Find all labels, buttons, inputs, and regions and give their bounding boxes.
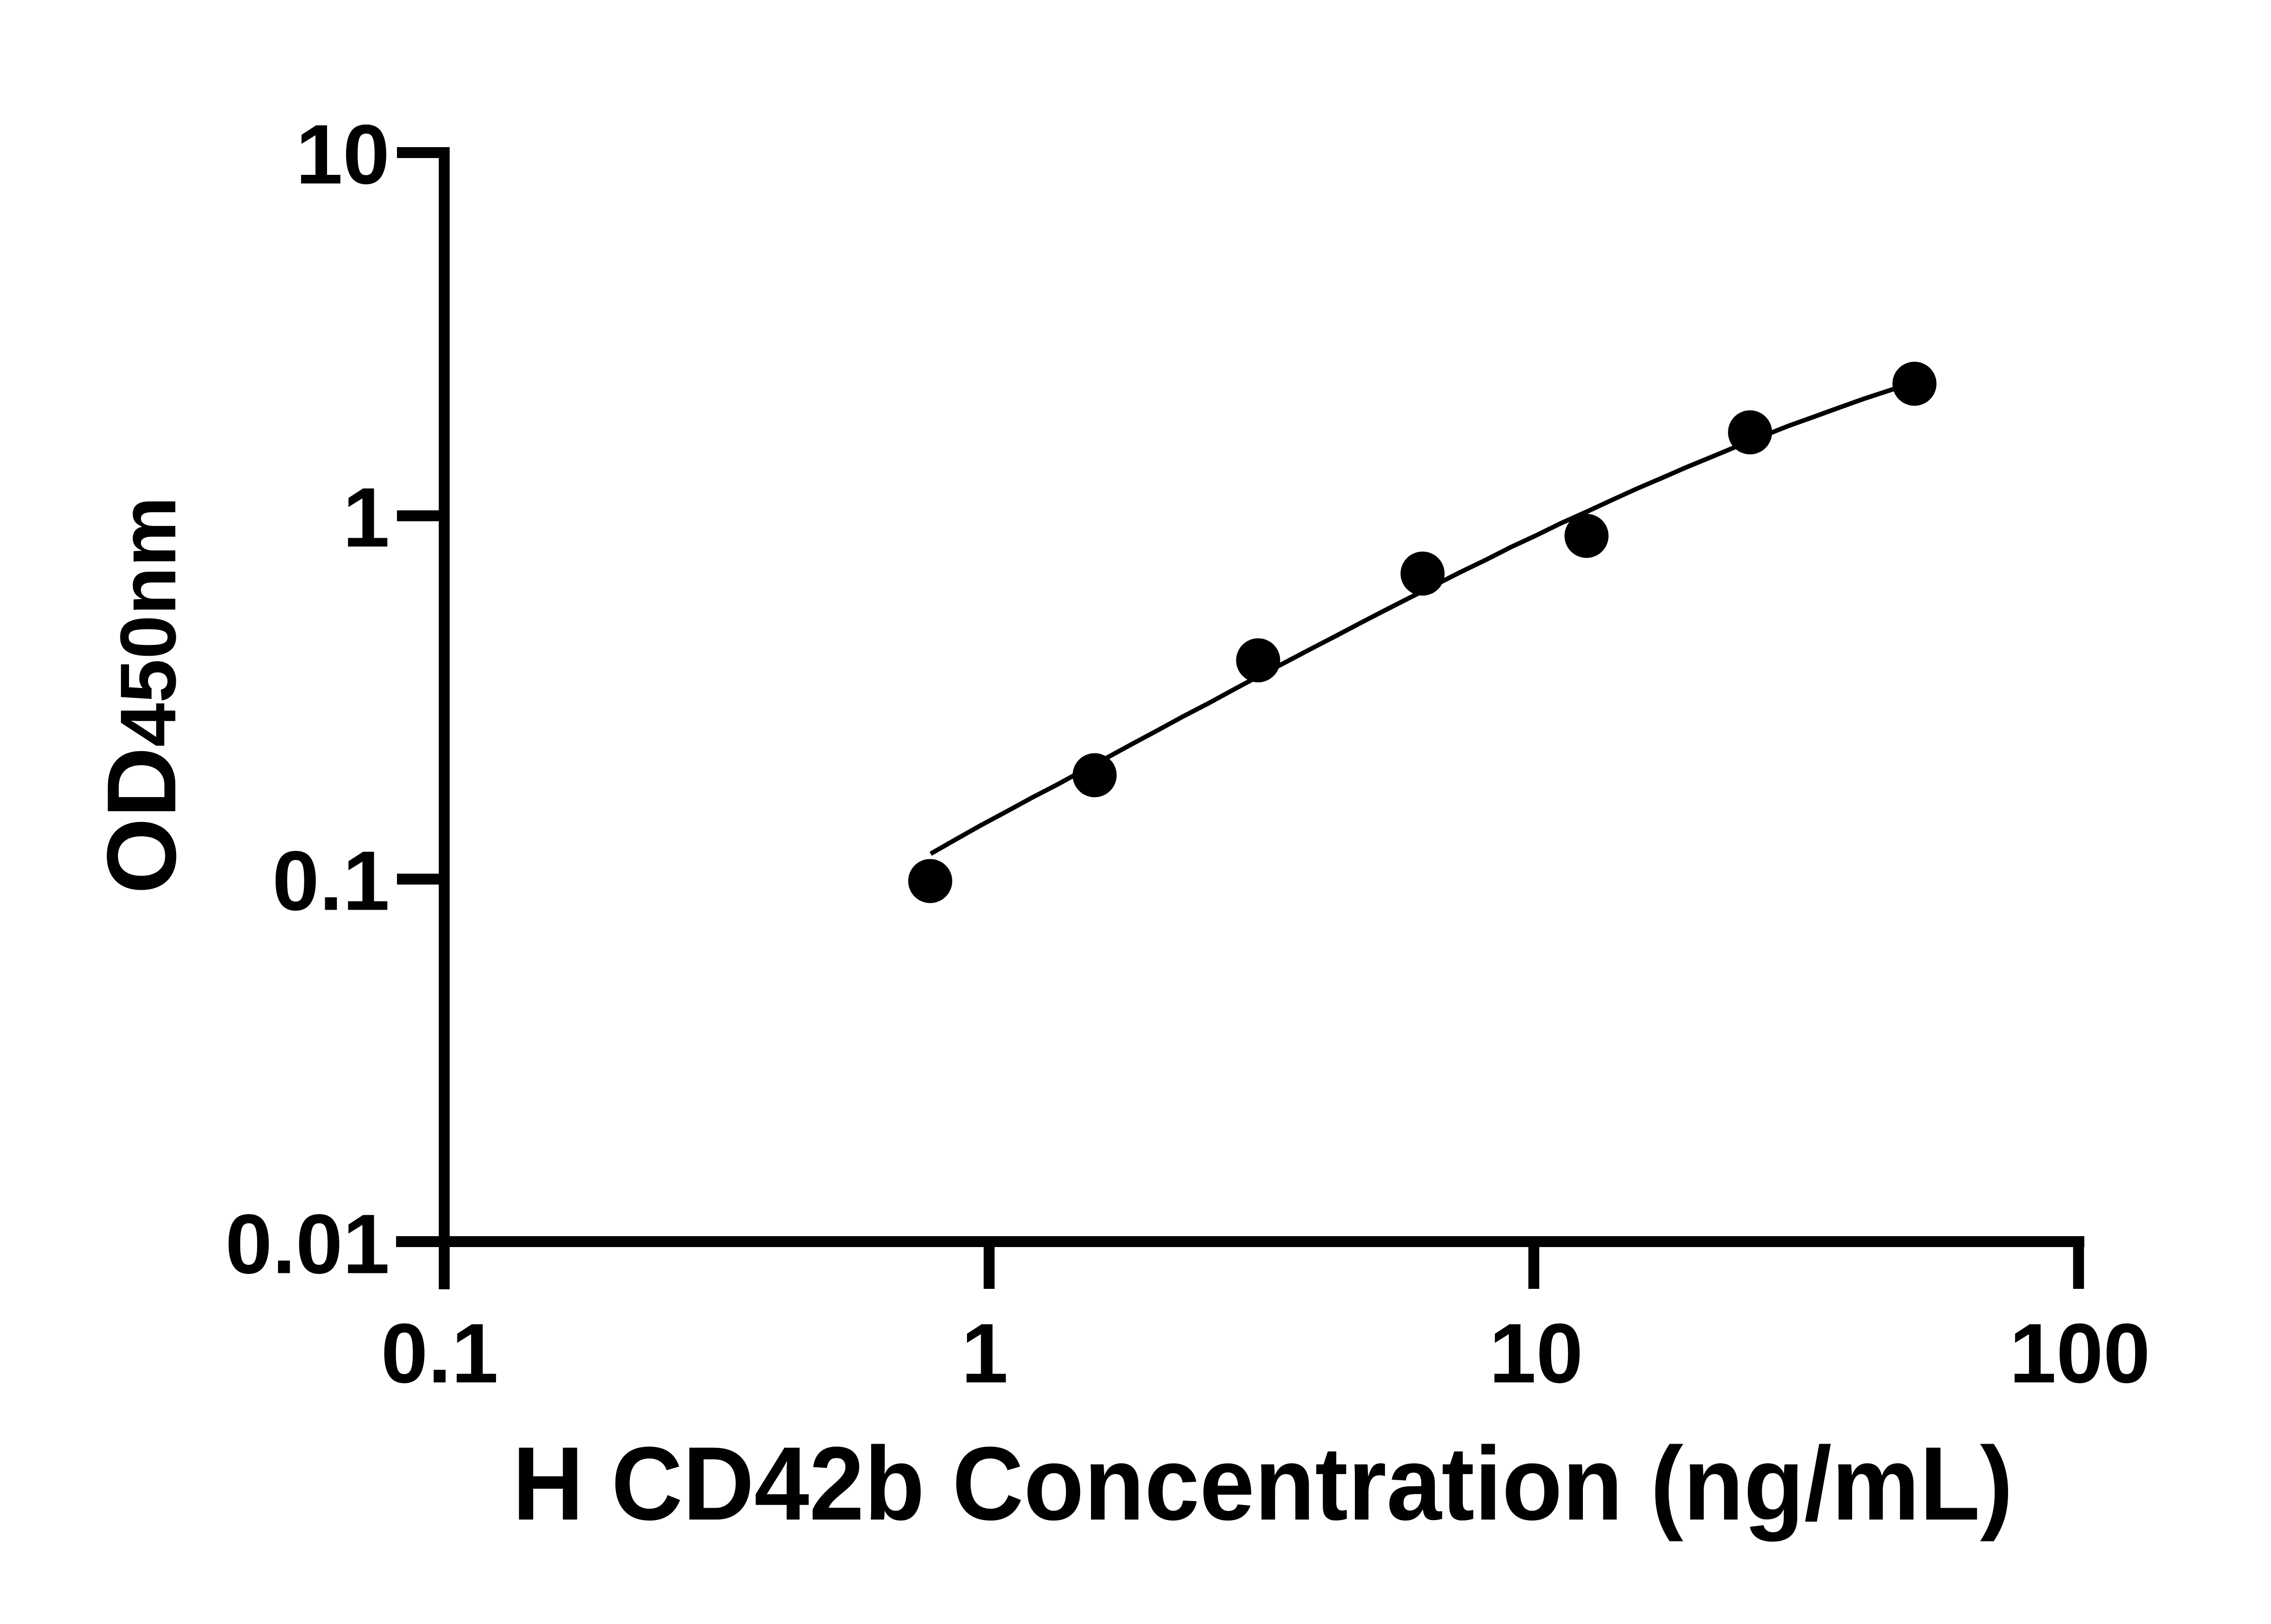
svg-text:10: 10	[296, 108, 390, 202]
svg-text:0.01: 0.01	[225, 1197, 390, 1291]
svg-text:0.1: 0.1	[381, 1307, 499, 1401]
svg-text:10: 10	[1489, 1307, 1583, 1401]
svg-text:OD450nm: OD450nm	[86, 496, 196, 894]
svg-text:H CD42b Concentration (ng/mL): H CD42b Concentration (ng/mL)	[512, 1425, 2013, 1542]
svg-text:1: 1	[343, 471, 390, 565]
svg-text:100: 100	[2009, 1307, 2150, 1401]
svg-text:1: 1	[961, 1307, 1008, 1401]
svg-text:0.1: 0.1	[272, 834, 390, 928]
